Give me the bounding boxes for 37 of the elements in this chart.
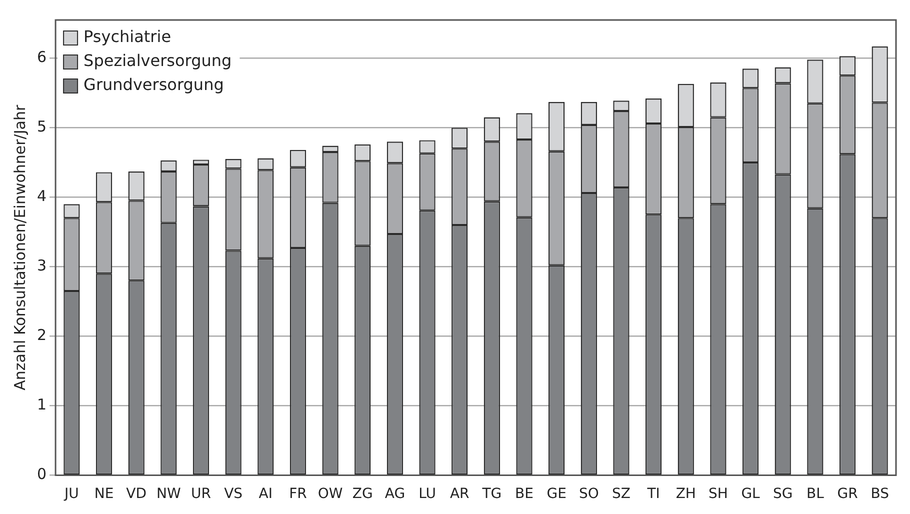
y-axis-title: Anzahl Konsultationen/Einwohner/Jahr <box>10 104 29 390</box>
x-tick-label: JU <box>64 486 79 502</box>
y-tick-label: 5 <box>36 118 47 136</box>
x-tick-label: TG <box>481 486 502 502</box>
x-tick-label: BL <box>806 486 824 502</box>
x-tick-label: NE <box>94 486 114 502</box>
x-tick-label: GE <box>546 486 566 502</box>
x-tick-label: FR <box>289 486 308 502</box>
x-tick-label: NW <box>156 486 181 502</box>
x-tick-label: UR <box>191 486 212 502</box>
x-tick-label: AG <box>384 486 406 502</box>
x-tick-label: ZH <box>676 486 696 502</box>
x-tick-label: BE <box>515 486 534 502</box>
x-tick-label: SH <box>708 486 728 502</box>
x-tick-label: SO <box>578 486 599 502</box>
legend-label: Psychiatrie <box>84 27 172 46</box>
y-tick-label: 4 <box>36 187 47 206</box>
x-tick-label: BS <box>870 486 890 502</box>
x-tick-label: SZ <box>612 486 630 502</box>
legend-label: Grundversorgung <box>84 75 224 94</box>
legend-label: Spezialversorgung <box>84 51 232 70</box>
y-tick-label: 3 <box>36 256 47 275</box>
x-tick-label: VD <box>126 486 147 502</box>
x-tick-label: GL <box>741 486 760 502</box>
y-tick-label: 1 <box>36 396 47 414</box>
y-tick-label: 0 <box>36 465 47 484</box>
x-tick-label: ZG <box>352 486 373 502</box>
x-tick-label: AR <box>450 486 470 502</box>
x-tick-label: GR <box>837 486 858 502</box>
x-tick-label: AI <box>258 486 273 502</box>
y-tick-label: 6 <box>36 48 47 66</box>
x-tick-label: SG <box>772 486 793 502</box>
x-tick-label: LU <box>418 486 436 502</box>
x-tick-label: TI <box>646 486 660 502</box>
x-tick-label: VS <box>224 486 243 502</box>
x-tick-label: OW <box>318 486 343 502</box>
y-tick-label: 2 <box>36 326 47 344</box>
